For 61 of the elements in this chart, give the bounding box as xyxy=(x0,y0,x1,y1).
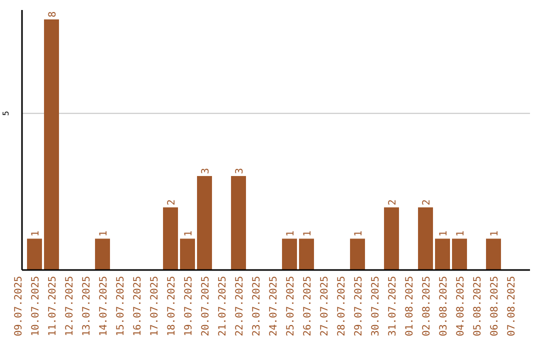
x-tick-label: 22.07.2025 xyxy=(234,276,246,336)
data-label: 1 xyxy=(30,230,42,237)
bar xyxy=(282,238,297,270)
data-label: 1 xyxy=(302,230,314,237)
x-tick-label: 31.07.2025 xyxy=(388,276,398,336)
x-tick-label: 28.07.2025 xyxy=(336,276,348,336)
x-tick-label: 01.08.2025 xyxy=(404,276,416,336)
bar xyxy=(350,238,365,270)
x-tick-label: 04.08.2025 xyxy=(456,276,466,336)
x-tick-label: 07.08.2025 xyxy=(506,276,518,336)
x-tick-label: 19.07.2025 xyxy=(184,276,194,336)
x-tick-label: 18.07.2025 xyxy=(166,276,178,336)
x-tick-label: 12.07.2025 xyxy=(64,276,76,336)
bar xyxy=(231,176,246,270)
bar xyxy=(180,238,195,270)
x-tick-label: 29.07.2025 xyxy=(354,276,364,336)
x-tick-label: 21.07.2025 xyxy=(218,276,228,336)
data-label: 1 xyxy=(490,230,500,237)
bar xyxy=(299,238,314,270)
x-tick-label: 03.08.2025 xyxy=(438,276,450,336)
bar xyxy=(163,207,178,270)
data-label: 8 xyxy=(48,11,58,18)
x-tick-label: 11.07.2025 xyxy=(48,276,58,336)
x-tick-label: 16.07.2025 xyxy=(132,276,144,336)
bar xyxy=(435,238,450,270)
x-tick-label: 09.07.2025 xyxy=(14,276,24,336)
data-label: 2 xyxy=(166,199,178,206)
x-tick-label: 02.08.2025 xyxy=(422,276,432,336)
bar xyxy=(452,238,467,270)
bar xyxy=(27,238,42,270)
x-tick-label: 14.07.2025 xyxy=(98,276,110,336)
bar xyxy=(95,238,110,270)
data-label: 3 xyxy=(234,168,246,174)
x-tick-label: 25.07.2025 xyxy=(286,276,296,336)
bar xyxy=(418,207,433,270)
x-tick-label: 06.08.2025 xyxy=(490,276,500,336)
data-label: 1 xyxy=(354,230,364,237)
x-tick-label: 15.07.2025 xyxy=(116,276,126,336)
x-tick-label: 24.07.2025 xyxy=(268,276,280,336)
data-label: 2 xyxy=(388,199,398,206)
data-label: 2 xyxy=(422,199,432,206)
bar xyxy=(44,19,59,270)
bar xyxy=(384,207,399,270)
x-tick-label: 20.07.2025 xyxy=(200,276,212,336)
x-tick-label: 23.07.2025 xyxy=(252,276,262,336)
x-tick-label: 13.07.2025 xyxy=(82,276,92,336)
data-label: 1 xyxy=(184,230,194,237)
data-label: 1 xyxy=(286,230,296,237)
bar xyxy=(486,238,501,270)
x-tick-label: 27.07.2025 xyxy=(320,276,330,336)
x-tick-label: 17.07.2025 xyxy=(150,276,160,336)
data-label: 1 xyxy=(98,230,110,237)
data-label: 1 xyxy=(456,230,466,237)
y-tick-label: 5 xyxy=(2,110,10,116)
bar xyxy=(197,176,212,270)
x-tick-label: 26.07.2025 xyxy=(302,276,314,336)
x-tick-label: 10.07.2025 xyxy=(30,276,42,336)
x-tick-label: 30.07.2025 xyxy=(370,276,382,336)
x-tick-label: 05.08.2025 xyxy=(472,276,484,336)
data-label: 1 xyxy=(438,230,450,237)
data-label: 3 xyxy=(200,168,212,174)
